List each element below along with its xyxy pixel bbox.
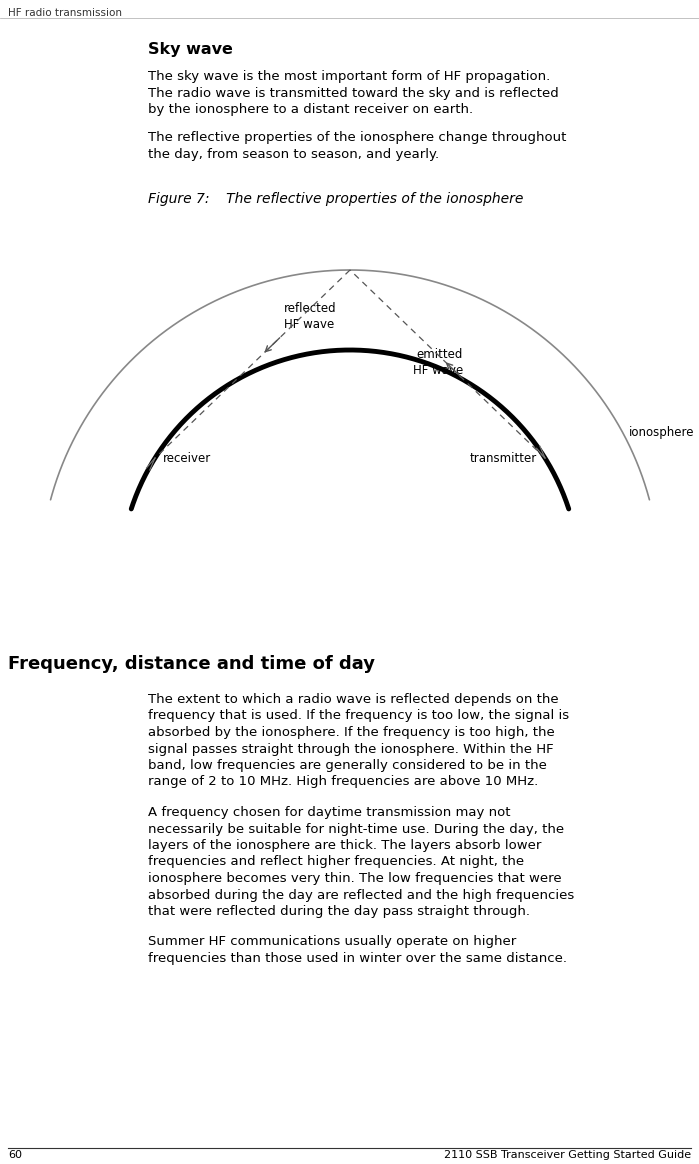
Text: layers of the ionosphere are thick. The layers absorb lower: layers of the ionosphere are thick. The …: [148, 839, 541, 852]
Text: The radio wave is transmitted toward the sky and is reflected: The radio wave is transmitted toward the…: [148, 86, 559, 99]
Text: necessarily be suitable for night-time use. During the day, the: necessarily be suitable for night-time u…: [148, 823, 564, 836]
Text: by the ionosphere to a distant receiver on earth.: by the ionosphere to a distant receiver …: [148, 102, 473, 116]
Text: The reflective properties of the ionosphere change throughout: The reflective properties of the ionosph…: [148, 132, 566, 144]
Text: A frequency chosen for daytime transmission may not: A frequency chosen for daytime transmiss…: [148, 805, 510, 819]
Text: Figure 7:: Figure 7:: [148, 192, 210, 206]
Text: The reflective properties of the ionosphere: The reflective properties of the ionosph…: [213, 192, 524, 206]
Text: that were reflected during the day pass straight through.: that were reflected during the day pass …: [148, 904, 530, 918]
Text: range of 2 to 10 MHz. High frequencies are above 10 MHz.: range of 2 to 10 MHz. High frequencies a…: [148, 775, 538, 788]
Text: frequencies than those used in winter over the same distance.: frequencies than those used in winter ov…: [148, 952, 567, 965]
Text: receiver: receiver: [163, 452, 211, 464]
Text: Sky wave: Sky wave: [148, 42, 233, 57]
Text: 60: 60: [8, 1150, 22, 1161]
Text: absorbed during the day are reflected and the high frequencies: absorbed during the day are reflected an…: [148, 888, 575, 901]
Text: The sky wave is the most important form of HF propagation.: The sky wave is the most important form …: [148, 70, 550, 83]
Text: the day, from season to season, and yearly.: the day, from season to season, and year…: [148, 148, 439, 161]
Text: HF radio transmission: HF radio transmission: [8, 8, 122, 17]
Text: Summer HF communications usually operate on higher: Summer HF communications usually operate…: [148, 936, 517, 949]
Text: transmitter: transmitter: [470, 452, 537, 464]
Text: frequency that is used. If the frequency is too low, the signal is: frequency that is used. If the frequency…: [148, 710, 569, 723]
Text: 2110 SSB Transceiver Getting Started Guide: 2110 SSB Transceiver Getting Started Gui…: [444, 1150, 691, 1161]
Text: ionosphere: ionosphere: [628, 426, 694, 439]
Text: The extent to which a radio wave is reflected depends on the: The extent to which a radio wave is refl…: [148, 693, 559, 707]
Text: reflected
HF wave: reflected HF wave: [284, 303, 336, 332]
Text: ionosphere becomes very thin. The low frequencies that were: ionosphere becomes very thin. The low fr…: [148, 872, 561, 885]
Text: Frequency, distance and time of day: Frequency, distance and time of day: [8, 655, 375, 673]
Text: signal passes straight through the ionosphere. Within the HF: signal passes straight through the ionos…: [148, 743, 554, 755]
Text: frequencies and reflect higher frequencies. At night, the: frequencies and reflect higher frequenci…: [148, 856, 524, 868]
Text: emitted
HF wave: emitted HF wave: [412, 348, 463, 377]
Text: absorbed by the ionosphere. If the frequency is too high, the: absorbed by the ionosphere. If the frequ…: [148, 726, 555, 739]
Text: band, low frequencies are generally considered to be in the: band, low frequencies are generally cons…: [148, 759, 547, 772]
